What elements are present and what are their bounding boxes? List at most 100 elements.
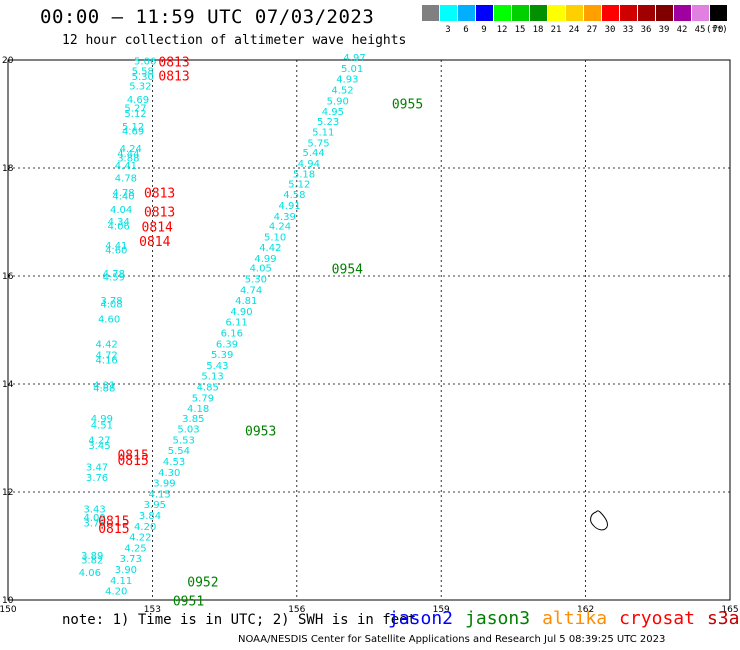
legend-unit: (ft) bbox=[706, 25, 728, 35]
swh-value: 4.88 bbox=[93, 384, 115, 395]
swh-value: 5.12 bbox=[122, 122, 144, 133]
credit-line: NOAA/NESDIS Center for Satellite Applica… bbox=[238, 634, 666, 645]
legend-swatch bbox=[512, 5, 529, 21]
swh-value: 3.95 bbox=[144, 500, 166, 511]
swh-value: 5.10 bbox=[264, 232, 286, 243]
swh-value: 3.89 bbox=[81, 551, 103, 562]
swh-value: 3.99 bbox=[153, 479, 175, 490]
swh-value: 4.20 bbox=[105, 587, 127, 598]
satellite-jason3: jason3 bbox=[465, 608, 531, 629]
swh-value: 5.39 bbox=[211, 350, 233, 361]
satellite-jason2: jason2 bbox=[388, 608, 454, 629]
legend-label: 33 bbox=[622, 25, 634, 35]
swh-value: 4.31 bbox=[93, 380, 115, 391]
swh-value: 4.25 bbox=[124, 543, 146, 554]
swh-value: 5.75 bbox=[307, 138, 329, 149]
swh-value: 4.20 bbox=[134, 522, 156, 533]
legend-label: 45 bbox=[694, 25, 706, 35]
swh-value: 3.76 bbox=[86, 473, 108, 484]
time-label: 0813 bbox=[144, 187, 175, 202]
swh-value: 5.53 bbox=[173, 435, 195, 446]
legend-swatch bbox=[548, 5, 565, 21]
swh-value: 6.11 bbox=[226, 318, 248, 329]
swh-value: 5.12 bbox=[288, 179, 310, 190]
swh-value: 5.30 bbox=[132, 72, 154, 83]
swh-value: 4.69 bbox=[127, 95, 149, 106]
time-label: 0953 bbox=[245, 424, 276, 439]
swh-value: 4.58 bbox=[283, 190, 305, 201]
swh-value: 4.72 bbox=[96, 351, 118, 362]
plot-frame bbox=[7, 59, 731, 601]
swh-value: 3.82 bbox=[81, 555, 103, 566]
swh-value: 4.41 bbox=[115, 161, 137, 172]
chart-subtitle: 12 hour collection of altimeter wave hei… bbox=[62, 33, 407, 48]
swh-value: 4.74 bbox=[240, 285, 262, 296]
swh-value: 4.81 bbox=[235, 296, 257, 307]
swh-value: 3.45 bbox=[88, 441, 110, 452]
legend-swatch bbox=[602, 5, 619, 21]
swh-value: 4.08 bbox=[100, 299, 122, 310]
swh-value: 5.23 bbox=[317, 117, 339, 128]
legend-label: 27 bbox=[586, 25, 598, 35]
y-tick-label: 16 bbox=[2, 272, 14, 282]
swh-value: 4.59 bbox=[103, 272, 125, 283]
legend-swatch bbox=[422, 5, 439, 21]
island-outline bbox=[590, 510, 608, 531]
x-tick-label: 165 bbox=[721, 605, 738, 615]
swh-value: 4.09 bbox=[84, 513, 106, 524]
time-label: 0814 bbox=[142, 221, 173, 236]
y-tick-label: 18 bbox=[2, 164, 14, 174]
swh-value: 3.78 bbox=[100, 296, 122, 307]
legend-label: 30 bbox=[604, 25, 616, 35]
time-label: 0951 bbox=[173, 594, 204, 609]
swh-value: 4.99 bbox=[254, 254, 276, 265]
swh-value: 4.24 bbox=[269, 222, 291, 233]
swh-value: 4.30 bbox=[158, 468, 180, 479]
swh-value: 3.88 bbox=[117, 154, 139, 165]
swh-value: 4.15 bbox=[148, 489, 170, 500]
swh-value: 6.39 bbox=[216, 339, 238, 350]
swh-value: 4.27 bbox=[88, 435, 110, 446]
swh-value: 5.27 bbox=[124, 103, 146, 114]
time-label: 0815 bbox=[98, 514, 129, 529]
swh-value: 4.78 bbox=[103, 269, 125, 280]
satellite-cryosat: cryosat bbox=[619, 608, 695, 629]
swh-value: 4.05 bbox=[250, 264, 272, 275]
swh-value: 5.54 bbox=[168, 446, 190, 457]
legend-swatch bbox=[620, 5, 637, 21]
swh-value: 4.97 bbox=[343, 53, 365, 64]
swh-value: 4.11 bbox=[110, 576, 132, 587]
swh-value: 5.13 bbox=[201, 372, 223, 383]
legend-label: 9 bbox=[481, 25, 487, 35]
time-label: 0815 bbox=[98, 522, 129, 537]
y-tick-label: 12 bbox=[2, 488, 13, 498]
time-label: 0954 bbox=[332, 262, 363, 277]
legend-swatch bbox=[674, 5, 691, 21]
legend-swatch bbox=[440, 5, 457, 21]
swh-value: 4.53 bbox=[163, 457, 185, 468]
swh-value: 4.94 bbox=[298, 159, 320, 170]
swh-value: 4.18 bbox=[187, 404, 209, 415]
x-tick-label: 153 bbox=[144, 605, 161, 615]
swh-value: 4.42 bbox=[259, 243, 281, 254]
swh-value: 4.91 bbox=[278, 201, 300, 212]
swh-value: 4.95 bbox=[322, 107, 344, 118]
swh-value: 4.22 bbox=[129, 533, 151, 544]
swh-value: 3.73 bbox=[120, 554, 142, 565]
legend-label: 42 bbox=[676, 25, 688, 35]
legend-swatch bbox=[584, 5, 601, 21]
swh-value: 4.41 bbox=[105, 241, 127, 252]
chart-title: 00:00 — 11:59 UTC 07/03/2023 bbox=[40, 6, 375, 28]
time-label: 0813 bbox=[158, 55, 189, 70]
swh-value: 3.43 bbox=[84, 505, 106, 516]
time-label: 0813 bbox=[144, 206, 175, 221]
swh-value: 4.60 bbox=[98, 314, 120, 325]
swh-value: 4.44 bbox=[117, 149, 139, 160]
x-tick-label: 162 bbox=[577, 605, 594, 615]
swh-value: 4.06 bbox=[108, 222, 130, 233]
swh-value: 4.34 bbox=[108, 217, 130, 228]
swh-value: 4.85 bbox=[197, 382, 219, 393]
swh-value: 5.11 bbox=[312, 128, 334, 139]
swh-value: 4.78 bbox=[112, 188, 134, 199]
